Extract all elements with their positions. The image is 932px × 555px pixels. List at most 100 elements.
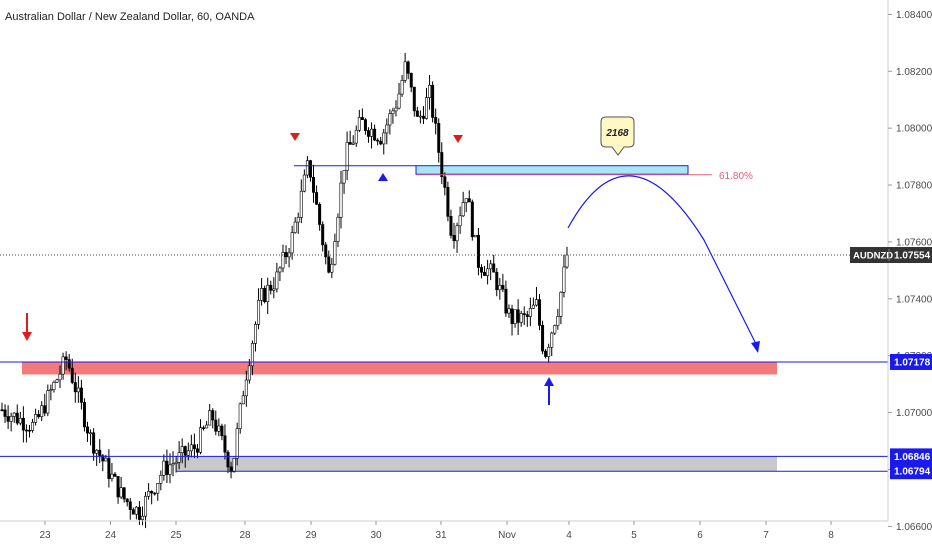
candle-body <box>394 107 398 112</box>
level-price-tag <box>890 463 932 480</box>
candle-body <box>0 409 4 412</box>
candle-body <box>153 492 157 495</box>
blue-arrow-head <box>544 377 554 386</box>
x-tick-label: 25 <box>170 530 182 541</box>
candle-body <box>247 365 251 381</box>
candle-body <box>452 235 456 242</box>
candle-body <box>559 291 563 317</box>
candle-body <box>428 84 432 99</box>
candle-body <box>186 450 190 456</box>
candle-body <box>318 203 322 225</box>
candle-body <box>449 216 453 236</box>
down-triangle-marker <box>453 135 463 143</box>
candle-body <box>397 93 401 109</box>
candle-body <box>220 425 224 437</box>
candle-body <box>519 313 523 323</box>
candle-body <box>174 461 178 464</box>
candle-body <box>296 217 300 223</box>
candle-body <box>547 346 551 357</box>
candle-body <box>156 483 160 494</box>
candle-body <box>147 491 151 497</box>
y-tick-label: 1.08400 <box>896 10 932 21</box>
candle-body <box>70 367 74 383</box>
lower-zone <box>176 456 777 472</box>
candle-body <box>409 73 413 88</box>
level-price-tag-text: 1.06794 <box>894 467 931 478</box>
candle-body <box>498 285 502 291</box>
candle-body <box>406 61 410 74</box>
candle-body <box>171 463 175 466</box>
candle-body <box>544 350 548 357</box>
candle-body <box>467 198 471 203</box>
candle-body <box>134 506 138 515</box>
candle-body <box>455 225 459 242</box>
candle-body <box>73 382 77 393</box>
candle-body <box>476 234 480 268</box>
candle-body <box>263 288 267 302</box>
level-price-tag-text: 1.07178 <box>894 357 931 368</box>
candle-body <box>183 446 187 456</box>
candle-body <box>412 86 416 112</box>
candle-body <box>388 113 392 126</box>
candle-body <box>101 455 105 462</box>
candle-body <box>229 466 233 473</box>
candle-body <box>287 252 291 258</box>
candle-body <box>495 271 499 291</box>
chart-title: Australian Dollar / New Zealand Dollar, … <box>5 11 255 23</box>
candle-body <box>470 201 474 238</box>
candle-body <box>333 241 337 265</box>
candle-body <box>98 449 102 456</box>
candle-body <box>376 139 380 142</box>
candle-body <box>302 174 306 192</box>
candle-body <box>107 457 111 479</box>
candle-body <box>336 216 340 242</box>
candle-body <box>269 284 273 291</box>
candle-body <box>137 506 141 520</box>
candle-body <box>534 299 538 306</box>
candle-body <box>538 299 542 326</box>
candle-body <box>479 267 483 273</box>
candle-body <box>330 263 334 273</box>
candle-body <box>64 356 68 360</box>
candle-body <box>199 427 203 453</box>
candle-body <box>58 373 62 381</box>
candle-body <box>43 405 47 414</box>
candle-body <box>379 140 383 145</box>
candle-body <box>40 405 44 417</box>
candle-body <box>6 416 10 422</box>
candle-body <box>24 429 28 432</box>
candle-body <box>486 268 490 276</box>
candle-body <box>116 476 120 498</box>
candle-body <box>95 449 99 454</box>
candle-body <box>15 412 19 424</box>
candle-body <box>312 176 316 193</box>
candle-body <box>516 309 520 323</box>
candle-body <box>290 232 294 254</box>
candle-body <box>321 224 325 246</box>
y-tick-label: 1.08200 <box>896 67 932 78</box>
candle-body <box>461 202 465 217</box>
x-tick-label: 29 <box>305 530 317 541</box>
last-price-tag <box>850 247 932 264</box>
x-tick-label: 5 <box>631 530 637 541</box>
candle-body <box>443 176 447 188</box>
candle-body <box>9 416 13 422</box>
projection-arc <box>567 175 757 345</box>
note-label: 2168 <box>605 128 629 139</box>
x-tick-label: 24 <box>105 530 117 541</box>
down-triangle-marker <box>290 133 300 141</box>
y-tick-label: 1.08000 <box>896 124 932 135</box>
y-tick-label: 1.06600 <box>896 522 932 533</box>
candle-body <box>18 417 22 424</box>
candle-body <box>226 451 230 468</box>
candle-body <box>189 444 193 452</box>
candle-body <box>425 97 429 119</box>
x-tick-label: 6 <box>697 530 703 541</box>
candle-body <box>342 170 346 184</box>
candle-body <box>128 501 132 510</box>
candle-body <box>266 284 270 302</box>
candle-body <box>79 387 83 403</box>
projection-arrowhead <box>751 341 760 353</box>
candle-body <box>281 252 285 269</box>
